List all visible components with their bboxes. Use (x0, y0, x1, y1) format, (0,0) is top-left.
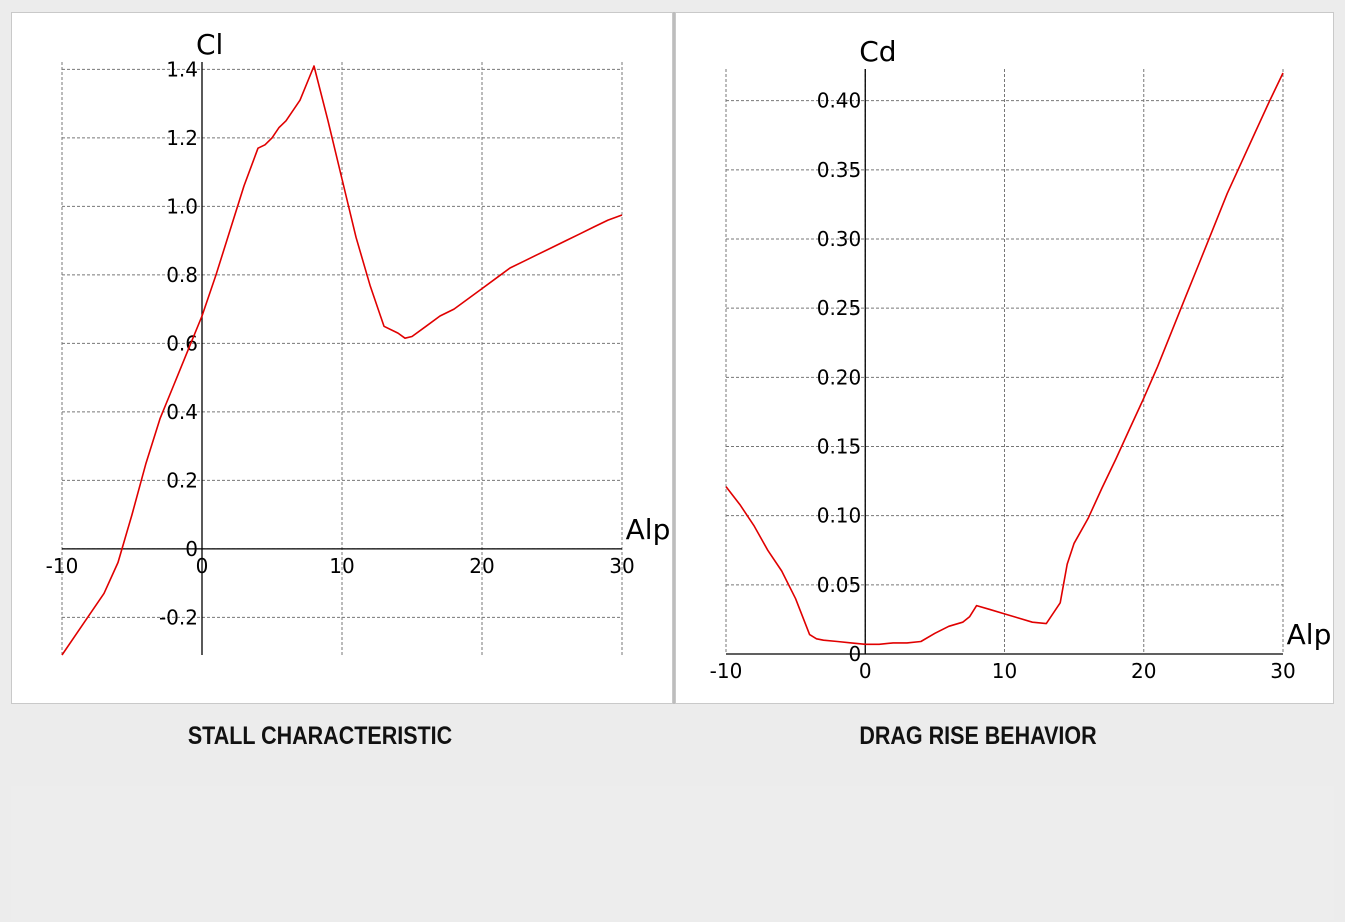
y-tick-label: 0.15 (817, 435, 862, 459)
x-axis-title: Alp (626, 513, 671, 546)
cd-chart-panel: -10 0 10 20 30 0 0.05 0.10 0.15 0.20 0.25 0.30 0.35 0… (675, 12, 1334, 704)
y-tick-label: 0.8 (166, 263, 198, 287)
series-line-0-0 (61, 65, 623, 656)
stall-characteristic-caption: STALL CHARACTERISTIC (187, 722, 453, 750)
y-axis-title: Cd (859, 35, 896, 68)
x-tick-label: 20 (1131, 659, 1156, 683)
y-tick-label: -0.2 (159, 605, 198, 629)
cl-alpha-chart: -10 0 10 20 30 -0.2 0 0.2 0.4 0.6 0.8 1.0 1.2 1.4Cl Al… (46, 28, 671, 656)
x-tick-label: 20 (469, 554, 494, 578)
y-tick-label: 0.40 (817, 89, 862, 113)
x-tick-label: 0 (196, 554, 209, 578)
y-tick-label: 0.05 (817, 573, 862, 597)
series-line-1-0 (725, 72, 1284, 646)
x-tick-label: 10 (329, 554, 354, 578)
y-tick-label: 0.35 (817, 158, 862, 182)
y-tick-label: 0.4 (166, 400, 198, 424)
y-tick-label: 1.4 (166, 57, 198, 81)
x-axis-title: Alp (1287, 618, 1332, 651)
y-tick-label: 0.20 (817, 365, 862, 389)
y-tick-label: 1.2 (166, 126, 198, 150)
y-tick-label: 0 (849, 642, 862, 666)
y-axis-title: Cl (196, 28, 223, 61)
x-tick-label: 10 (992, 659, 1017, 683)
cl-chart-panel: -10 0 10 20 30 -0.2 0 0.2 0.4 0.6 0.8 1.0 1.2 1.4 Cl Al… (11, 12, 673, 704)
y-tick-label: 0.30 (817, 227, 862, 251)
panel-divider[interactable] (673, 12, 675, 704)
x-tick-label: 30 (1270, 659, 1295, 683)
cd-alpha-chart: -10 0 10 20 30 0 0.05 0.10 0.15 0.20 0.25 0.30 0.35 0… (710, 35, 1332, 683)
y-tick-label: 0 (185, 537, 198, 561)
x-tick-label: 0 (859, 659, 872, 683)
y-tick-label: 0.25 (817, 296, 862, 320)
drag-rise-behavior-caption: DRAG RISE BEHAVIOR (859, 722, 1097, 750)
y-tick-label: 0.10 (817, 504, 862, 528)
x-tick-label: -10 (46, 554, 79, 578)
x-tick-label: 30 (609, 554, 634, 578)
y-tick-label: 0.6 (166, 331, 198, 355)
y-tick-label: 1.0 (166, 194, 198, 218)
bottom-empty-area (11, 786, 1334, 920)
y-tick-label: 0.2 (166, 468, 198, 492)
x-tick-label: -10 (710, 659, 743, 683)
